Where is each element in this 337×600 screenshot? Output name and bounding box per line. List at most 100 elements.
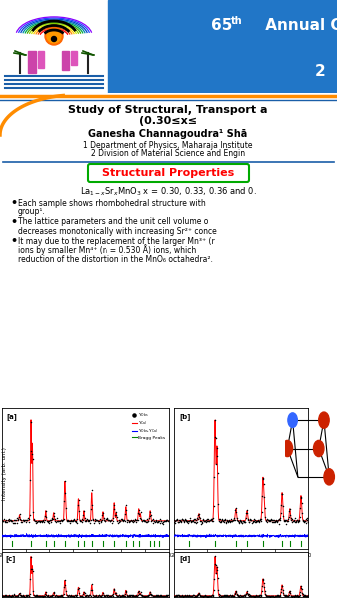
Point: [228, 516, 234, 526]
Point: [120, 590, 125, 600]
Point: [83, 591, 88, 600]
Text: [d]: [d]: [179, 555, 190, 562]
Text: 1 Department of Physics, Maharaja Institute: 1 Department of Physics, Maharaja Instit…: [83, 140, 253, 149]
Point: [231, 515, 236, 525]
Point: [284, 592, 289, 600]
Point: [41, 517, 47, 527]
Point: [59, 591, 64, 600]
Point: [28, 475, 33, 485]
Point: [86, 516, 91, 526]
Point: [178, 516, 183, 526]
Point: [143, 516, 148, 526]
Point: [150, 515, 156, 524]
Point: [274, 590, 279, 600]
Point: [3, 592, 8, 600]
Point: [268, 516, 273, 526]
Point: [264, 516, 269, 526]
Point: [249, 515, 254, 524]
Point: [98, 592, 103, 600]
Point: [86, 590, 91, 600]
Point: [264, 591, 269, 600]
Point: [217, 517, 222, 527]
Point: [26, 515, 31, 524]
Point: [289, 515, 294, 524]
Point: [160, 591, 165, 600]
Point: [63, 581, 68, 590]
Point: [46, 517, 52, 526]
Point: [258, 514, 264, 524]
Point: [81, 587, 87, 596]
Point: [70, 592, 75, 600]
Point: [220, 516, 226, 526]
Point: [40, 591, 45, 600]
Point: [162, 591, 167, 600]
Point: [98, 516, 104, 526]
Point: [96, 590, 101, 600]
Point: [237, 592, 242, 600]
Text: (0.30≤x≤: (0.30≤x≤: [139, 116, 197, 126]
Point: [113, 510, 118, 520]
Point: [244, 508, 249, 518]
Point: [213, 568, 219, 578]
Point: [52, 589, 57, 598]
Point: [246, 517, 252, 526]
Point: [56, 517, 61, 526]
Point: [139, 590, 144, 600]
Point: [93, 515, 98, 524]
Point: [268, 591, 273, 600]
Point: [172, 515, 177, 525]
Point: [0, 515, 4, 525]
Point: [158, 517, 163, 526]
Point: [240, 518, 245, 527]
Point: [224, 516, 229, 526]
Point: [243, 513, 249, 523]
Point: [190, 516, 195, 526]
Point: [73, 591, 78, 600]
Point: [201, 591, 207, 600]
Point: [238, 592, 243, 600]
Point: [18, 590, 23, 599]
Point: [244, 587, 250, 596]
Point: [294, 591, 299, 600]
Point: [133, 591, 139, 600]
Point: [121, 592, 127, 600]
Point: [28, 553, 34, 562]
Point: [165, 590, 170, 600]
Point: [159, 516, 164, 526]
Point: [78, 591, 83, 600]
Point: [232, 589, 238, 599]
Point: [38, 516, 44, 526]
Point: [89, 485, 94, 494]
Point: [6, 591, 11, 600]
Point: [185, 591, 190, 600]
Point: [40, 516, 45, 526]
Point: [296, 591, 302, 600]
Point: [86, 591, 91, 600]
Point: [155, 592, 160, 600]
Point: [273, 591, 278, 600]
Point: [1, 591, 6, 600]
Point: [35, 591, 40, 600]
Point: [278, 514, 283, 523]
Point: [75, 515, 80, 524]
Point: [272, 517, 277, 526]
Point: [245, 589, 251, 599]
Point: [62, 583, 67, 592]
Point: [36, 516, 41, 526]
Text: [a]: [a]: [7, 413, 18, 420]
Point: [207, 591, 212, 600]
Point: [19, 590, 24, 600]
Point: [223, 590, 229, 600]
Point: [16, 512, 22, 522]
Point: [43, 506, 49, 515]
Point: [283, 591, 288, 600]
Point: [31, 590, 37, 600]
Point: [125, 517, 130, 526]
Point: [292, 513, 298, 523]
Point: [5, 591, 11, 600]
Point: [215, 499, 221, 509]
Point: [74, 592, 80, 600]
Circle shape: [52, 37, 57, 41]
Point: [254, 517, 260, 526]
Point: [273, 516, 278, 526]
